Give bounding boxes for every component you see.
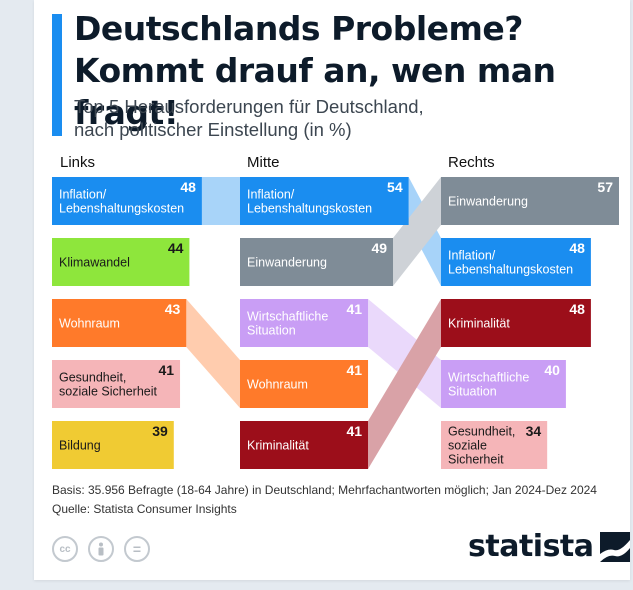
value-label-rechts-wirtschaft: 40 [544, 362, 560, 378]
column-mitte: 54 Inflation/Lebenshaltungskosten 49 Einwan… [240, 177, 409, 469]
value-label-mitte-einwanderung: 49 [371, 240, 387, 256]
bar-links-klima [52, 238, 190, 286]
value-label-rechts-inflation: 48 [569, 240, 585, 256]
ribbon-wirtschaft-1-2 [368, 299, 441, 408]
title-line-1: Deutschlands Probleme? [74, 9, 523, 48]
ribbon-kriminalitaet-1-2 [368, 299, 441, 469]
category-label-links-inflation: Inflation/ [59, 188, 107, 202]
category-label-rechts-inflation: Lebenshaltungskosten [448, 263, 573, 277]
column-head-links: Links [60, 154, 96, 171]
category-label-rechts-inflation: Inflation/ [448, 249, 496, 263]
value-label-rechts-kriminalitaet: 48 [569, 301, 585, 317]
value-label-links-klima: 44 [168, 240, 184, 256]
category-label-mitte-wirtschaft: Wirtschaftliche [247, 310, 328, 324]
equals-icon: = [124, 536, 150, 562]
logo-text: statista [468, 529, 594, 564]
bar-mitte-kriminalitaet [240, 421, 369, 469]
category-label-rechts-gesundheit: soziale [448, 439, 487, 453]
bar-links-gesundheit [52, 360, 181, 408]
ribbon-inflation-0-1 [201, 177, 240, 225]
category-label-links-gesundheit: Gesundheit, [59, 371, 126, 385]
column-head-rechts: Rechts [448, 154, 495, 171]
value-label-links-gesundheit: 41 [158, 362, 174, 378]
infographic-card [34, 0, 630, 580]
statista-logo: statista [468, 529, 630, 564]
bar-mitte-wirtschaft [240, 299, 369, 347]
person-glyph [98, 542, 104, 556]
bar-rechts-gesundheit [441, 421, 548, 469]
value-label-mitte-wohnraum: 41 [346, 362, 362, 378]
bar-mitte-wohnraum [240, 360, 369, 408]
value-label-mitte-wirtschaft: 41 [346, 301, 362, 317]
category-label-links-bildung: Bildung [59, 439, 101, 453]
category-label-rechts-gesundheit: Gesundheit, [448, 425, 515, 439]
category-label-rechts-kriminalitaet: Kriminalität [448, 317, 510, 331]
category-label-links-klima: Klimawandel [59, 256, 130, 270]
ribbon-inflation-1-2 [408, 177, 441, 286]
footnote-basis: Basis: 35.956 Befragte (18-64 Jahre) in … [52, 483, 597, 497]
category-label-mitte-wohnraum: Wohnraum [247, 378, 308, 392]
person-icon [88, 536, 114, 562]
page-title: Deutschlands Probleme? Kommt drauf an, w… [74, 8, 629, 134]
category-label-mitte-einwanderung: Einwanderung [247, 256, 327, 270]
value-label-links-wohnraum: 43 [165, 301, 181, 317]
value-label-links-inflation: 48 [180, 179, 196, 195]
bar-rechts-inflation [441, 238, 591, 286]
subtitle-line-1: Top 5 Herausforderungen für Deutschland, [74, 96, 424, 117]
bar-links-bildung [52, 421, 174, 469]
column-rechts: 57 Einwanderung 48 Inflation/Lebenshaltungs… [441, 177, 619, 469]
ribbon-wohnraum-0-1 [186, 299, 240, 408]
category-label-links-gesundheit: soziale Sicherheit [59, 385, 157, 399]
category-label-rechts-einwanderung: Einwanderung [448, 195, 528, 209]
ribbon-einwanderung-1-2 [393, 177, 441, 286]
footnote-quelle: Quelle: Statista Consumer Insights [52, 502, 237, 516]
category-label-mitte-wirtschaft: Situation [247, 324, 296, 338]
bar-rechts-kriminalitaet [441, 299, 591, 347]
category-label-mitte-kriminalitaet: Kriminalität [247, 439, 309, 453]
cc-icon: cc [52, 536, 78, 562]
title-line-2: Kommt drauf an, wen man fragt! [74, 51, 556, 132]
bar-links-wohnraum [52, 299, 187, 347]
value-label-mitte-kriminalitaet: 41 [346, 423, 362, 439]
title-accent-bar [52, 14, 62, 136]
category-label-mitte-inflation: Inflation/ [247, 188, 295, 202]
category-label-links-inflation: Lebenshaltungskosten [59, 202, 184, 216]
column-head-mitte: Mitte [247, 154, 280, 171]
bar-mitte-einwanderung [240, 238, 394, 286]
category-label-rechts-wirtschaft: Wirtschaftliche [448, 371, 529, 385]
connector-ribbons [186, 177, 441, 469]
category-label-rechts-gesundheit: Sicherheit [448, 453, 504, 467]
logo-mark-icon [599, 531, 630, 562]
value-label-mitte-inflation: 54 [387, 179, 403, 195]
value-label-rechts-gesundheit: 34 [526, 423, 542, 439]
bar-rechts-einwanderung [441, 177, 619, 225]
value-label-links-bildung: 39 [152, 423, 168, 439]
subtitle-line-2: nach politischer Einstellung (in %) [74, 119, 352, 140]
category-label-mitte-inflation: Lebenshaltungskosten [247, 202, 372, 216]
bar-rechts-wirtschaft [441, 360, 566, 408]
category-label-rechts-wirtschaft: Situation [448, 385, 497, 399]
subtitle: Top 5 Herausforderungen für Deutschland,… [74, 95, 594, 141]
value-label-rechts-einwanderung: 57 [597, 179, 613, 195]
bar-mitte-inflation [240, 177, 409, 225]
category-label-links-wohnraum: Wohnraum [59, 317, 120, 331]
bar-links-inflation [52, 177, 202, 225]
column-links: 48 Inflation/Lebenshaltungskosten 44 Klimaw… [52, 177, 202, 469]
